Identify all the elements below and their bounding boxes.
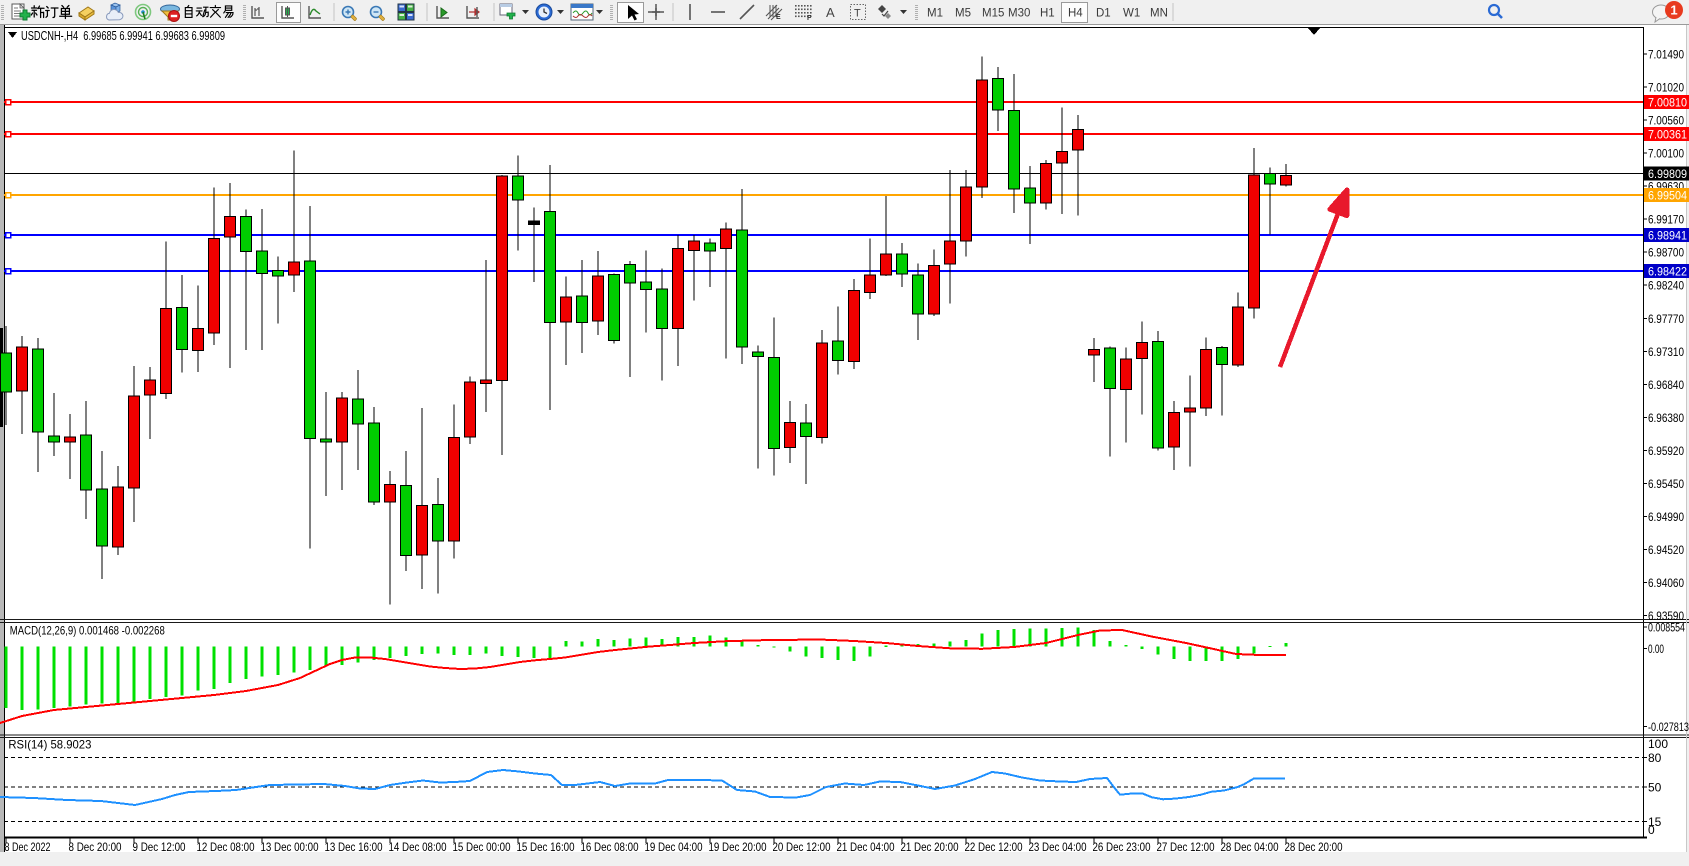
svg-text:6.99809: 6.99809 [1648, 167, 1687, 181]
svg-text:9 Dec 12:00: 9 Dec 12:00 [133, 840, 186, 854]
svg-text:80: 80 [1648, 751, 1662, 765]
svg-text:6.98422: 6.98422 [1648, 265, 1687, 279]
svg-text:19 Dec 04:00: 19 Dec 04:00 [645, 840, 703, 854]
svg-text:26 Dec 23:00: 26 Dec 23:00 [1093, 840, 1151, 854]
svg-text:M1: M1 [927, 8, 943, 20]
svg-text:7.00361: 7.00361 [1648, 128, 1687, 142]
svg-text:0: 0 [1648, 823, 1655, 837]
svg-text:6.99504: 6.99504 [1648, 189, 1687, 203]
svg-text:50: 50 [1648, 781, 1662, 795]
svg-text:6.94060: 6.94060 [1648, 576, 1684, 590]
svg-text:6.98240: 6.98240 [1648, 279, 1684, 293]
svg-text:6.97770: 6.97770 [1648, 312, 1684, 326]
svg-text:6.95920: 6.95920 [1648, 444, 1684, 458]
svg-text:MACD(12,26,9) 0.001468 -0.0022: MACD(12,26,9) 0.001468 -0.002268 [10, 624, 165, 638]
svg-text:6.98700: 6.98700 [1648, 246, 1684, 260]
svg-text:M30: M30 [1008, 8, 1030, 20]
svg-text:14 Dec 08:00: 14 Dec 08:00 [389, 840, 447, 854]
svg-text:8 Dec 2022: 8 Dec 2022 [5, 840, 51, 854]
svg-text:22 Dec 12:00: 22 Dec 12:00 [965, 840, 1023, 854]
svg-text:19 Dec 20:00: 19 Dec 20:00 [709, 840, 767, 854]
svg-text:6.95450: 6.95450 [1648, 477, 1684, 491]
svg-text:7.00810: 7.00810 [1648, 96, 1687, 110]
svg-text:15: 15 [1648, 815, 1662, 829]
svg-text:-0.027813: -0.027813 [1648, 720, 1689, 734]
svg-text:12 Dec 08:00: 12 Dec 08:00 [197, 840, 255, 854]
svg-text:RSI(14) 58.9023: RSI(14) 58.9023 [8, 738, 91, 752]
svg-text:7.01020: 7.01020 [1648, 81, 1684, 95]
svg-text:15 Dec 00:00: 15 Dec 00:00 [453, 840, 511, 854]
svg-text:7.00560: 7.00560 [1648, 114, 1684, 128]
svg-text:28 Dec 20:00: 28 Dec 20:00 [1285, 840, 1343, 854]
svg-text:6.96840: 6.96840 [1648, 378, 1684, 392]
svg-text:8 Dec 20:00: 8 Dec 20:00 [69, 840, 122, 854]
svg-text:23 Dec 04:00: 23 Dec 04:00 [1029, 840, 1087, 854]
svg-text:28 Dec 04:00: 28 Dec 04:00 [1221, 840, 1279, 854]
svg-text:A: A [826, 5, 835, 20]
svg-text:6.99170: 6.99170 [1648, 213, 1684, 227]
svg-text:27 Dec 12:00: 27 Dec 12:00 [1157, 840, 1215, 854]
svg-text:1: 1 [1670, 3, 1677, 18]
svg-text:0.008554: 0.008554 [1648, 621, 1685, 635]
svg-text:6.98941: 6.98941 [1648, 229, 1687, 243]
svg-text:20 Dec 12:00: 20 Dec 12:00 [773, 840, 831, 854]
svg-text:100: 100 [1648, 737, 1668, 751]
svg-text:E: E [776, 14, 781, 21]
svg-text:21 Dec 20:00: 21 Dec 20:00 [901, 840, 959, 854]
svg-text:6.94520: 6.94520 [1648, 543, 1684, 557]
svg-text:T: T [854, 8, 861, 20]
svg-text:7.01490: 7.01490 [1648, 48, 1684, 62]
svg-text:13 Dec 16:00: 13 Dec 16:00 [325, 840, 383, 854]
svg-text:H4: H4 [1068, 8, 1083, 20]
svg-text:21 Dec 04:00: 21 Dec 04:00 [837, 840, 895, 854]
svg-text:D1: D1 [1096, 8, 1111, 20]
svg-text:M5: M5 [955, 8, 971, 20]
svg-text:USDCNH-,H4 6.99685 6.99941 6.: USDCNH-,H4 6.99685 6.99941 6.99683 6.998… [21, 28, 225, 43]
svg-text:15 Dec 16:00: 15 Dec 16:00 [517, 840, 575, 854]
svg-text:13 Dec 00:00: 13 Dec 00:00 [261, 840, 319, 854]
svg-text:0.00: 0.00 [1648, 642, 1664, 656]
svg-text:7.00100: 7.00100 [1648, 147, 1684, 161]
svg-text:6.96380: 6.96380 [1648, 411, 1684, 425]
svg-text:MN: MN [1150, 8, 1168, 20]
svg-text:16 Dec 08:00: 16 Dec 08:00 [581, 840, 639, 854]
svg-text:W1: W1 [1123, 8, 1140, 20]
svg-text:M15: M15 [982, 8, 1004, 20]
svg-text:F: F [807, 15, 812, 22]
svg-text:6.94990: 6.94990 [1648, 510, 1684, 524]
svg-text:6.93590: 6.93590 [1648, 609, 1684, 623]
svg-text:6.97310: 6.97310 [1648, 345, 1684, 359]
svg-text:H1: H1 [1040, 8, 1055, 20]
